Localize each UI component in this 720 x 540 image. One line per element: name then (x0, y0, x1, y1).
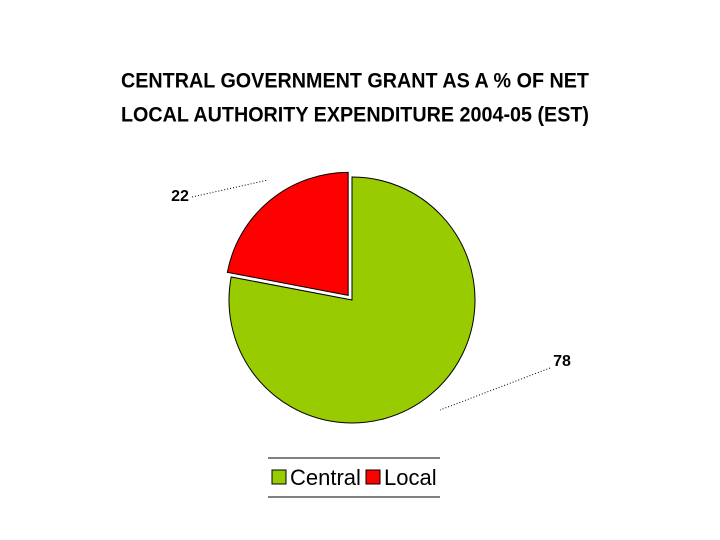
legend-label: Local (384, 465, 437, 490)
legend-swatch (271, 469, 287, 485)
leader-line (191, 179, 269, 198)
legend-label: Central (290, 465, 361, 490)
pie-slice (226, 171, 349, 296)
chart-title: LOCAL AUTHORITY EXPENDITURE 2004-05 (EST… (121, 104, 589, 127)
chart-title: CENTRAL GOVERNMENT GRANT AS A % OF NET (121, 70, 589, 93)
pie-slice (228, 176, 476, 424)
data-label: 22 (171, 188, 189, 205)
legend-swatch (365, 469, 381, 485)
data-label: 78 (553, 353, 571, 370)
